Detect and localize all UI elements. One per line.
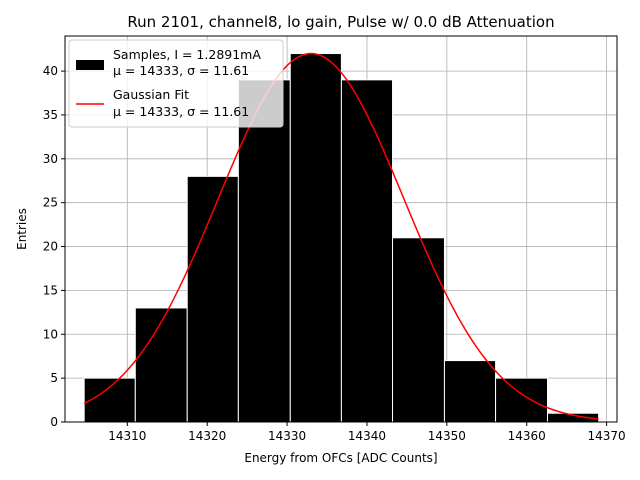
histogram-bar: [237, 79, 291, 423]
legend-histogram-stats: μ = 14333, σ = 11.61: [113, 63, 249, 78]
histogram-bar: [134, 307, 188, 423]
legend-histogram-label: Samples, I = 1.2891mA: [113, 47, 261, 62]
histogram-bar: [443, 360, 497, 423]
histogram-bar: [340, 79, 394, 423]
y-axis-ticks: 0 5 10 15 20 25 30 35 40: [43, 64, 65, 429]
gaussian-fit-line: [83, 52, 599, 420]
y-axis-label: Entries: [15, 208, 29, 250]
histogram-bar: [392, 237, 445, 423]
x-tick-label: 14310: [108, 429, 146, 443]
histogram-bar: [289, 53, 342, 423]
y-tick-label: 10: [43, 327, 58, 341]
histogram-bar: [83, 377, 136, 423]
y-tick-label: 35: [43, 108, 58, 122]
x-axis-label: Energy from OFCs [ADC Counts]: [244, 451, 437, 465]
histogram-bars: [83, 53, 600, 423]
y-tick-label: 20: [43, 240, 58, 254]
y-tick-label: 30: [43, 152, 58, 166]
y-tick-label: 40: [43, 64, 58, 78]
legend-fit-label: Gaussian Fit: [113, 87, 189, 102]
x-tick-label: 14320: [188, 429, 226, 443]
x-axis-ticks: 14310 14320 14330 14340 14350 14360 14370: [108, 422, 626, 443]
histogram-bar: [495, 377, 549, 423]
plot-frame: [64, 35, 618, 423]
legend-histogram-swatch: [76, 60, 104, 70]
chart-title: Run 2101, channel8, lo gain, Pulse w/ 0.…: [127, 13, 554, 31]
y-tick-label: 25: [43, 196, 58, 210]
histogram-bar: [186, 175, 239, 423]
legend-fit-stats: μ = 14333, σ = 11.61: [113, 104, 249, 119]
y-tick-label: 15: [43, 283, 58, 297]
legend: Samples, I = 1.2891mA μ = 14333, σ = 11.…: [68, 39, 284, 128]
x-tick-label: 14350: [428, 429, 466, 443]
x-tick-label: 14340: [348, 429, 386, 443]
y-tick-label: 0: [50, 415, 58, 429]
x-tick-label: 14360: [508, 429, 546, 443]
legend-box: [68, 39, 284, 128]
x-tick-label: 14330: [268, 429, 306, 443]
y-tick-label: 5: [50, 371, 58, 385]
x-tick-label: 14370: [588, 429, 626, 443]
